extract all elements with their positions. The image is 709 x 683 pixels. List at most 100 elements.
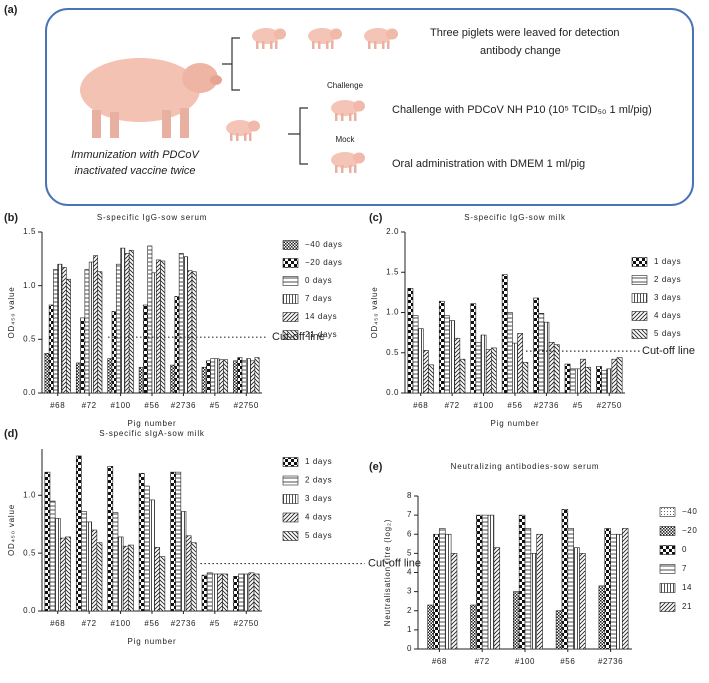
bar [553, 344, 560, 394]
panel-frame [45, 8, 694, 206]
bar [253, 573, 260, 612]
legend-label: 14 [682, 583, 692, 592]
group-text: Oral administration with DMEM 1 ml/pig [392, 158, 585, 170]
bar [454, 337, 461, 394]
y-tick-label: 0.5 [386, 348, 399, 357]
x-axis-label: Pig number [128, 419, 177, 428]
legend-label: 3 days [305, 494, 332, 503]
legend-label: 7 [682, 564, 687, 573]
bar [147, 245, 153, 394]
x-tick-label: #72 [82, 619, 97, 628]
piglet [331, 152, 365, 173]
x-tick-label: #2750 [234, 619, 259, 628]
y-tick-label: 2.0 [386, 227, 399, 236]
x-axis-label: Pig number [128, 637, 177, 646]
y-tick-label: 7 [407, 510, 412, 519]
bar [155, 259, 161, 394]
y-tick-label: 1.5 [386, 267, 399, 276]
bar [533, 297, 539, 394]
bar [178, 253, 184, 394]
bar [438, 300, 445, 394]
bar [205, 360, 211, 394]
x-tick-label: #56 [560, 657, 575, 666]
bar [459, 358, 466, 394]
y-tick-label: 1.0 [386, 308, 399, 317]
group-tag: Challenge [327, 81, 364, 90]
bar [407, 288, 414, 394]
cutoff-label: Cut-off line [368, 557, 421, 569]
x-tick-label: #100 [110, 401, 130, 410]
y-axis-label: OD₄₅₀ value [370, 287, 379, 339]
y-tick-label: 0.0 [23, 606, 36, 615]
x-tick-label: #2736 [171, 401, 196, 410]
bar [518, 514, 526, 650]
bar [480, 334, 487, 394]
bar [491, 347, 497, 394]
bar [530, 553, 537, 650]
legend-label: 3 days [654, 293, 681, 302]
bar [54, 518, 61, 612]
legend-label: 4 days [654, 311, 681, 320]
bar [506, 312, 513, 394]
legend-swatch [282, 531, 299, 541]
bar [223, 359, 229, 394]
bar [159, 556, 166, 612]
x-tick-label: #100 [110, 619, 130, 628]
legend-swatch [631, 293, 648, 303]
bar [439, 528, 446, 650]
pig-caption: inactivated vaccine twice [74, 165, 195, 177]
legend-swatch [282, 457, 299, 467]
bar [538, 313, 545, 394]
bar [428, 364, 434, 394]
group-text: antibody change [480, 45, 561, 57]
bar [49, 500, 56, 612]
chart-title: Neutralizing antibodies-sow serum [451, 462, 600, 471]
legend-swatch [282, 240, 299, 250]
x-tick-label: #72 [445, 401, 460, 410]
group-tag: Mock [335, 135, 355, 144]
bar [524, 528, 532, 650]
bar [84, 269, 90, 394]
bar [248, 572, 255, 612]
legend-swatch [631, 275, 648, 285]
chart-title: S-specific sIgA-sow milk [99, 429, 205, 438]
y-tick-label: 3 [407, 587, 412, 596]
bar [75, 455, 82, 612]
bar [522, 362, 529, 394]
legend-label: 0 [682, 545, 687, 554]
bar [536, 533, 543, 650]
x-tick-label: #56 [144, 401, 159, 410]
bar [80, 317, 86, 394]
bar [151, 272, 157, 394]
bar [124, 253, 130, 394]
x-tick-label: #5 [210, 619, 220, 628]
bar [154, 547, 161, 612]
chart-title: S-specific IgG-sow serum [97, 213, 207, 222]
x-tick-label: #2736 [598, 657, 623, 666]
bar [120, 247, 126, 394]
bar [243, 573, 250, 612]
bar [81, 511, 87, 612]
bar [476, 514, 483, 650]
bar [254, 357, 260, 394]
x-tick-label: #100 [473, 401, 493, 410]
bar [66, 278, 71, 394]
x-tick-label: #5 [573, 401, 583, 410]
bar [170, 364, 176, 394]
bar [596, 366, 602, 394]
bar [138, 472, 145, 612]
bar [412, 315, 419, 394]
x-tick-label: #68 [50, 619, 65, 628]
legend-label: 4 days [305, 513, 332, 522]
legend-swatch [659, 526, 676, 536]
y-tick-label: 0.0 [386, 388, 399, 397]
bar [97, 271, 103, 394]
x-tick-label: #5 [210, 401, 220, 410]
legend-swatch [282, 475, 299, 486]
bar [564, 363, 571, 394]
bar [444, 315, 450, 394]
bar [481, 514, 489, 650]
x-tick-label: #2736 [534, 401, 559, 410]
bar [191, 271, 197, 394]
bar [579, 553, 586, 650]
